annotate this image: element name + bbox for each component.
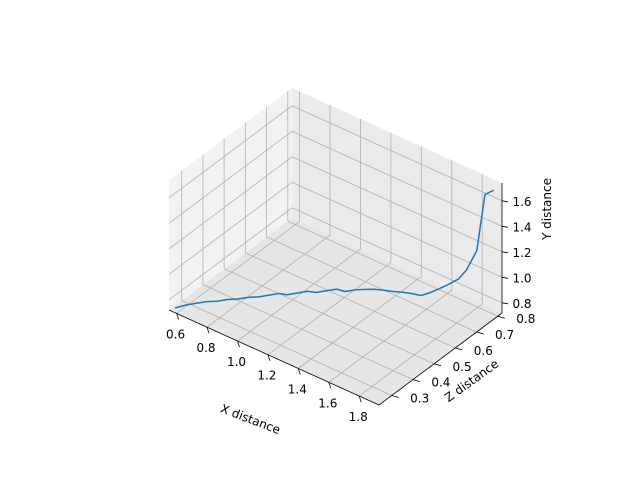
- depth-tick: [433, 363, 442, 367]
- pane-back-right: [292, 88, 502, 313]
- grid-line-vertical-back: [291, 156, 503, 253]
- grid-line-depth-floor: [223, 268, 435, 365]
- grid-line-x-floor: [206, 234, 331, 328]
- depth-tick: [412, 379, 421, 382]
- x-tick: [237, 340, 240, 348]
- series-group: [174, 189, 494, 309]
- x-tick-label: 1.0: [227, 355, 246, 369]
- x-tick-label: 1.4: [288, 383, 307, 397]
- grid-line-x-floor: [358, 303, 483, 397]
- vertical-tick: [501, 251, 509, 254]
- vertical-tick-label: 1.2: [512, 246, 531, 260]
- x-tick: [206, 327, 210, 334]
- depth-tick-label: 0.6: [474, 344, 493, 358]
- grid-line-x-floor: [267, 262, 392, 356]
- x-axis-line: [168, 309, 380, 406]
- grid-line-vertical-back: [291, 130, 503, 227]
- x-tick-label: 1.8: [349, 410, 368, 424]
- depth-tick-label: 0.7: [495, 328, 514, 342]
- depth-tick-label: 0.4: [431, 376, 450, 390]
- axes-ticks: 0.60.81.01.21.41.61.80.30.40.50.60.70.80…: [166, 195, 535, 424]
- depth-tick-label: 0.5: [453, 360, 472, 374]
- series-line-trajectory: [174, 189, 494, 309]
- x-tick-label: 1.2: [257, 369, 276, 383]
- grid-line-vertical-back: [291, 105, 503, 202]
- grid-line-vertical-back: [291, 181, 503, 278]
- x-tick: [328, 382, 332, 389]
- grid-line-vertical-back: [291, 207, 503, 304]
- x-tick: [358, 395, 362, 403]
- grid-line-x-floor: [328, 289, 453, 383]
- depth-tick: [476, 331, 484, 335]
- y-vertical-axis-label: Y distance: [540, 178, 554, 241]
- x-tick-label: 0.6: [166, 327, 185, 341]
- depth-tick: [455, 347, 463, 351]
- depth-tick: [497, 315, 505, 319]
- grid-line-depth-floor: [181, 300, 392, 396]
- depth-tick-label: 0.3: [410, 392, 429, 406]
- grid-line-vertical-left: [168, 105, 293, 199]
- x-tick-label: 0.8: [196, 341, 215, 355]
- vertical-tick: [501, 200, 509, 203]
- grid-line-vertical-left: [168, 156, 293, 250]
- depth-axis-line: [378, 312, 503, 406]
- x-tick: [297, 368, 301, 375]
- grid-line-vertical-left: [168, 207, 293, 301]
- axes-lines: [168, 183, 503, 406]
- vertical-tick-label: 1.6: [512, 195, 531, 209]
- grid-line-depth-floor: [245, 252, 456, 349]
- pane-floor: [169, 218, 502, 405]
- axes-grid: [168, 91, 503, 397]
- depth-tick-label: 0.8: [516, 312, 535, 326]
- vertical-tick-label: 0.8: [512, 297, 531, 311]
- grid-line-vertical-left: [168, 130, 293, 224]
- depth-tick: [391, 395, 399, 398]
- grid-line-vertical-left: [168, 181, 293, 275]
- vertical-tick: [501, 225, 509, 228]
- grid-line-x-floor: [237, 248, 361, 342]
- axes-panes: [169, 88, 502, 405]
- vertical-tick-label: 1.0: [512, 271, 531, 285]
- x-tick: [267, 354, 271, 361]
- x-tick-label: 1.6: [318, 396, 337, 410]
- vertical-tick-label: 1.4: [512, 220, 531, 234]
- grid-line-x-floor: [176, 221, 300, 314]
- grid-line-depth-floor: [202, 284, 414, 380]
- x-tick: [176, 313, 179, 320]
- x-axis-label: X distance: [219, 401, 283, 437]
- vertical-tick: [501, 302, 509, 305]
- vertical-tick: [501, 276, 509, 279]
- grid-line-depth-floor: [287, 220, 498, 317]
- pane-back-left: [169, 88, 292, 310]
- grid-line-depth-floor: [266, 236, 477, 333]
